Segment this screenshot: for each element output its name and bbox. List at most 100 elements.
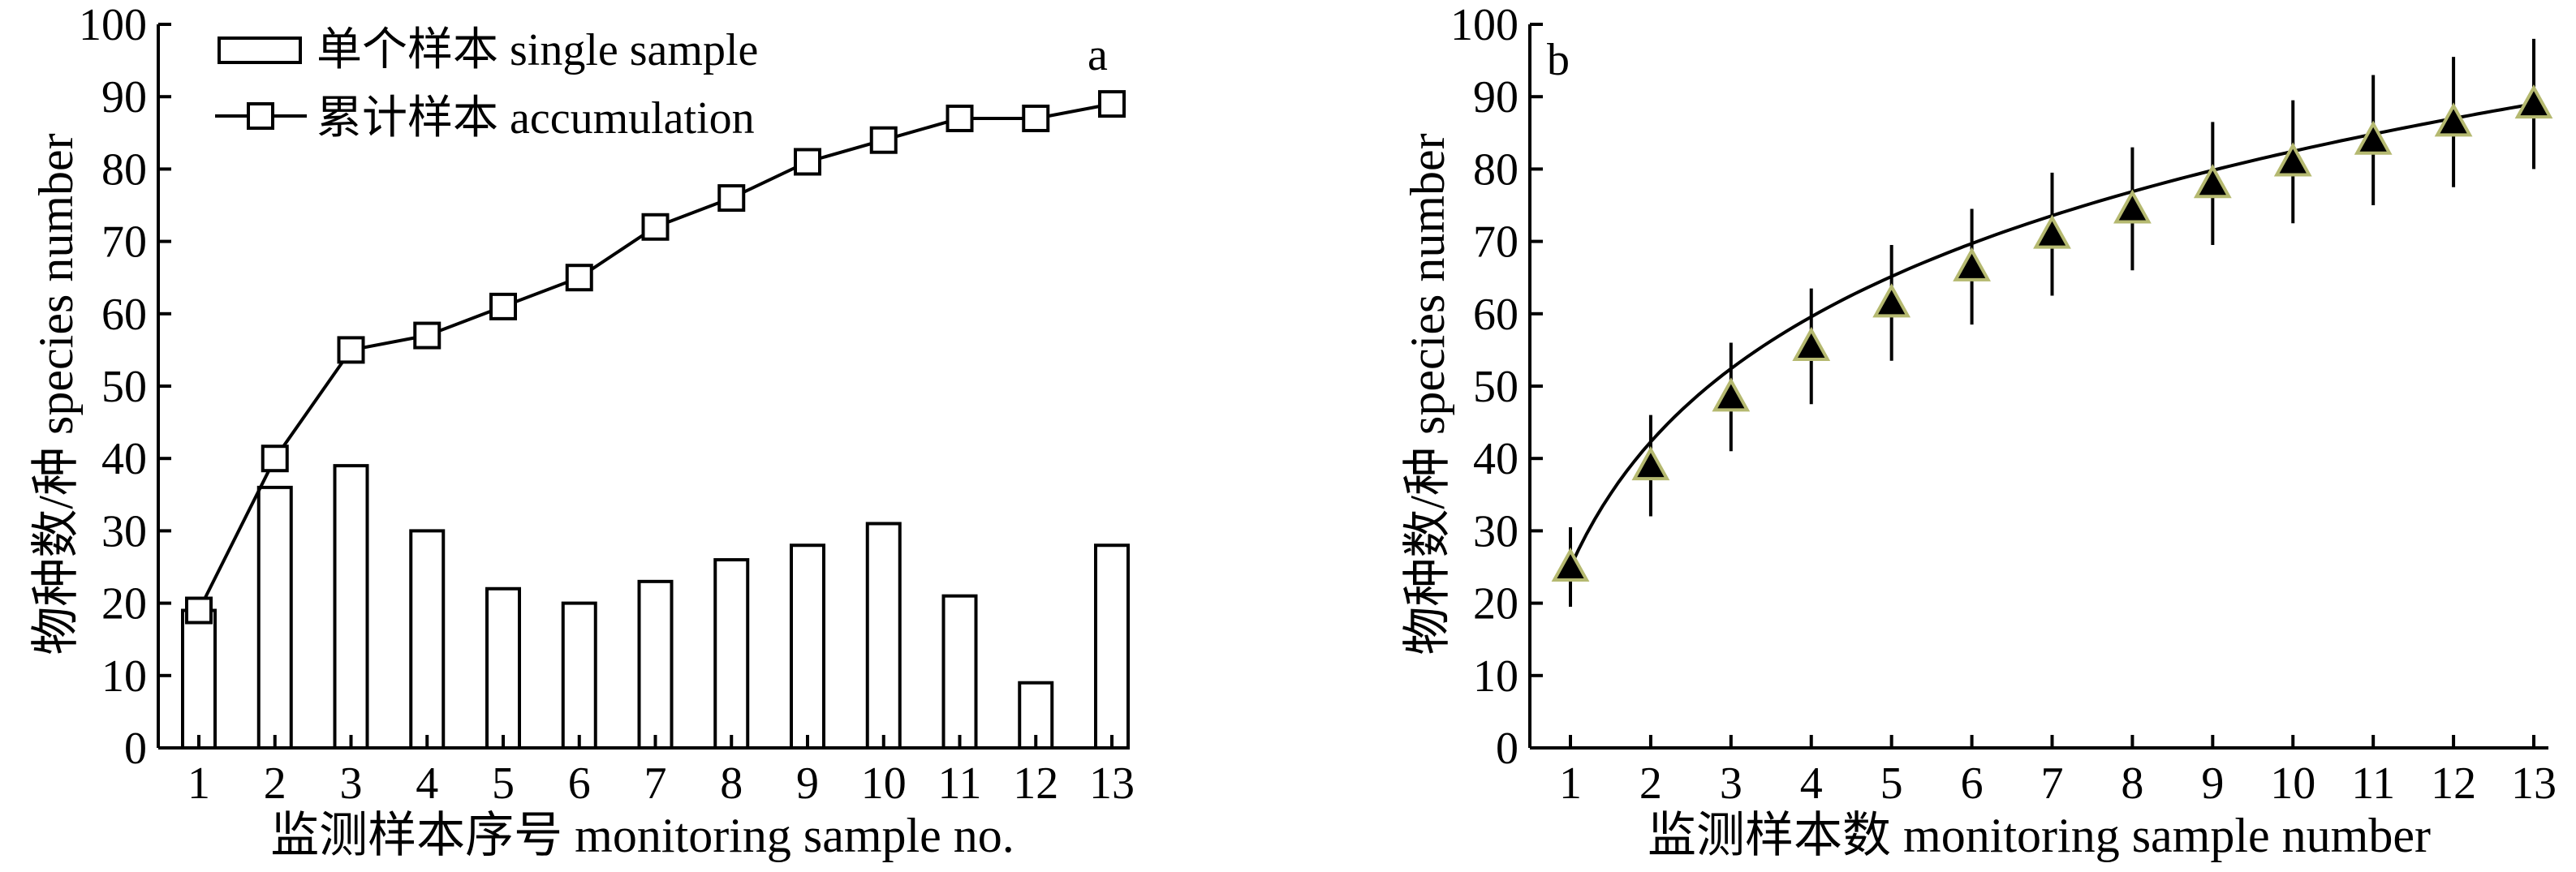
- accumulation-point: [869, 126, 898, 154]
- legend-accumulation-label: 累计样本 accumulation: [317, 93, 755, 144]
- panel-a-x-tick-label: 13: [1089, 758, 1135, 809]
- panel-a-y-tick-label: 100: [79, 0, 147, 50]
- panel-a-x-tick-label: 5: [492, 758, 515, 809]
- species-point: [2273, 142, 2312, 177]
- single-sample-bar: [790, 543, 825, 750]
- legend-square-marker: [247, 102, 274, 130]
- panel-a-x-tick-label: 6: [568, 758, 591, 809]
- panel-b-y-tick-label: 40: [1473, 434, 1518, 484]
- accumulation-point: [1022, 104, 1050, 132]
- panel-a-label: a: [1088, 30, 1108, 80]
- panel-b-y-tick-label: 0: [1496, 724, 1518, 774]
- panel-a-y-tick-label: 10: [101, 651, 147, 702]
- panel-b-x-tick-label: 9: [2201, 758, 2224, 809]
- single-sample-bar: [713, 558, 750, 750]
- accumulation-point: [185, 596, 213, 625]
- panel-b-y-tick-label: 60: [1473, 290, 1518, 340]
- panel-a-y-tick-label: 0: [124, 724, 147, 774]
- panel-b-x-tick-label: 3: [1720, 758, 1742, 809]
- species-point: [1712, 377, 1751, 412]
- panel-a-x-tick-label: 12: [1013, 758, 1058, 809]
- single-sample-bar: [333, 464, 369, 750]
- panel-a-y-tick-label: 80: [101, 144, 147, 195]
- panel-a-axes: [157, 23, 1126, 750]
- single-sample-bar: [561, 601, 597, 750]
- panel-a-y-tick-label: 50: [101, 362, 147, 412]
- panel-b-x-tick-label: 13: [2511, 758, 2557, 809]
- panel-b-points: [1551, 84, 2553, 582]
- accumulation-point: [717, 184, 746, 213]
- species-point: [1872, 283, 1911, 318]
- species-point: [2033, 214, 2071, 249]
- panel-b-error-bars: [1569, 38, 2535, 608]
- legend-bar-swatch: [218, 37, 302, 64]
- panel-b-x-tick-label: 12: [2431, 758, 2476, 809]
- accumulation-point: [337, 336, 365, 364]
- accumulation-point: [794, 148, 821, 176]
- panel-a-x-tick-label: 10: [861, 758, 907, 809]
- species-point: [2434, 102, 2473, 137]
- panel-a-x-tick-label: 2: [264, 758, 286, 809]
- single-sample-bar: [1094, 543, 1130, 750]
- single-sample-bar: [941, 594, 978, 750]
- single-sample-bar: [485, 586, 521, 750]
- panel-a-y-axis-title: 物种数/种 species number: [29, 133, 83, 655]
- panel-a-legend: 单个样本 single sample 累计样本 accumulation: [215, 25, 758, 144]
- panel-a-y-tick-label: 60: [101, 290, 147, 340]
- panel-a-x-axis-title: 监测样本序号 monitoring sample no.: [270, 809, 1014, 862]
- panel-b-label: b: [1547, 35, 1570, 85]
- panel-b-y-tick-label: 90: [1473, 72, 1518, 122]
- accumulation-point: [946, 104, 974, 132]
- panel-b-x-tick-label: 2: [1639, 758, 1662, 809]
- species-point: [2113, 189, 2152, 224]
- species-point: [1792, 326, 1831, 361]
- species-point: [1551, 547, 1590, 582]
- panel-a-y-tick-label: 90: [101, 72, 147, 122]
- single-sample-bar: [637, 579, 674, 750]
- panel-b-y-tick-label: 30: [1473, 506, 1518, 556]
- accumulation-point: [641, 213, 670, 241]
- panel-b-y-tick-label: 70: [1473, 217, 1518, 268]
- panel-b-x-tick-label: 11: [2351, 758, 2395, 809]
- panel-b-y-tick-label: 50: [1473, 362, 1518, 412]
- panel-b-y-tick-label: 100: [1450, 0, 1518, 50]
- panel-b-y-tick-label: 20: [1473, 579, 1518, 629]
- panel-a-y-tick-label: 20: [101, 579, 147, 629]
- panel-a-y-tick-label: 30: [101, 506, 147, 556]
- panel-a-accumulation-series: [185, 90, 1126, 625]
- panel-a-y-tick-label: 70: [101, 217, 147, 268]
- accumulation-point: [413, 321, 442, 350]
- panel-b-x-tick-label: 10: [2270, 758, 2315, 809]
- panel-a-x-tick-label: 3: [340, 758, 363, 809]
- legend-single-sample-label: 单个样本 single sample: [317, 25, 758, 75]
- panel-b-x-tick-label: 7: [2041, 758, 2064, 809]
- species-point: [1631, 446, 1670, 481]
- panel-b-y-tick-label: 80: [1473, 144, 1518, 195]
- species-point: [2514, 84, 2553, 119]
- panel-b-y-tick-label: 10: [1473, 651, 1518, 702]
- panel-a-y-tick-label: 40: [101, 434, 147, 484]
- species-point: [2193, 164, 2232, 199]
- panel-b-x-tick-label: 4: [1800, 758, 1823, 809]
- single-sample-bar: [865, 522, 902, 750]
- panel-a-x-tick-label: 11: [938, 758, 982, 809]
- panel-a-x-tick-label: 4: [416, 758, 438, 809]
- single-sample-bar: [256, 485, 293, 750]
- single-sample-bar: [409, 529, 446, 750]
- accumulation-point: [1098, 90, 1126, 118]
- panel-a-x-tick-label: 1: [187, 758, 210, 809]
- panel-b-x-tick-label: 8: [2121, 758, 2143, 809]
- panel-b-axes: [1528, 23, 2548, 750]
- accumulation-point: [489, 292, 517, 320]
- panel-b-y-axis-title: 物种数/种 species number: [1401, 133, 1454, 655]
- panel-b-x-tick-label: 6: [1961, 758, 1984, 809]
- panel-a-x-tick-label: 7: [644, 758, 667, 809]
- species-point: [2354, 120, 2393, 155]
- accumulation-point: [261, 445, 289, 473]
- panel-a-bars: [181, 464, 1130, 750]
- accumulation-point: [565, 264, 593, 292]
